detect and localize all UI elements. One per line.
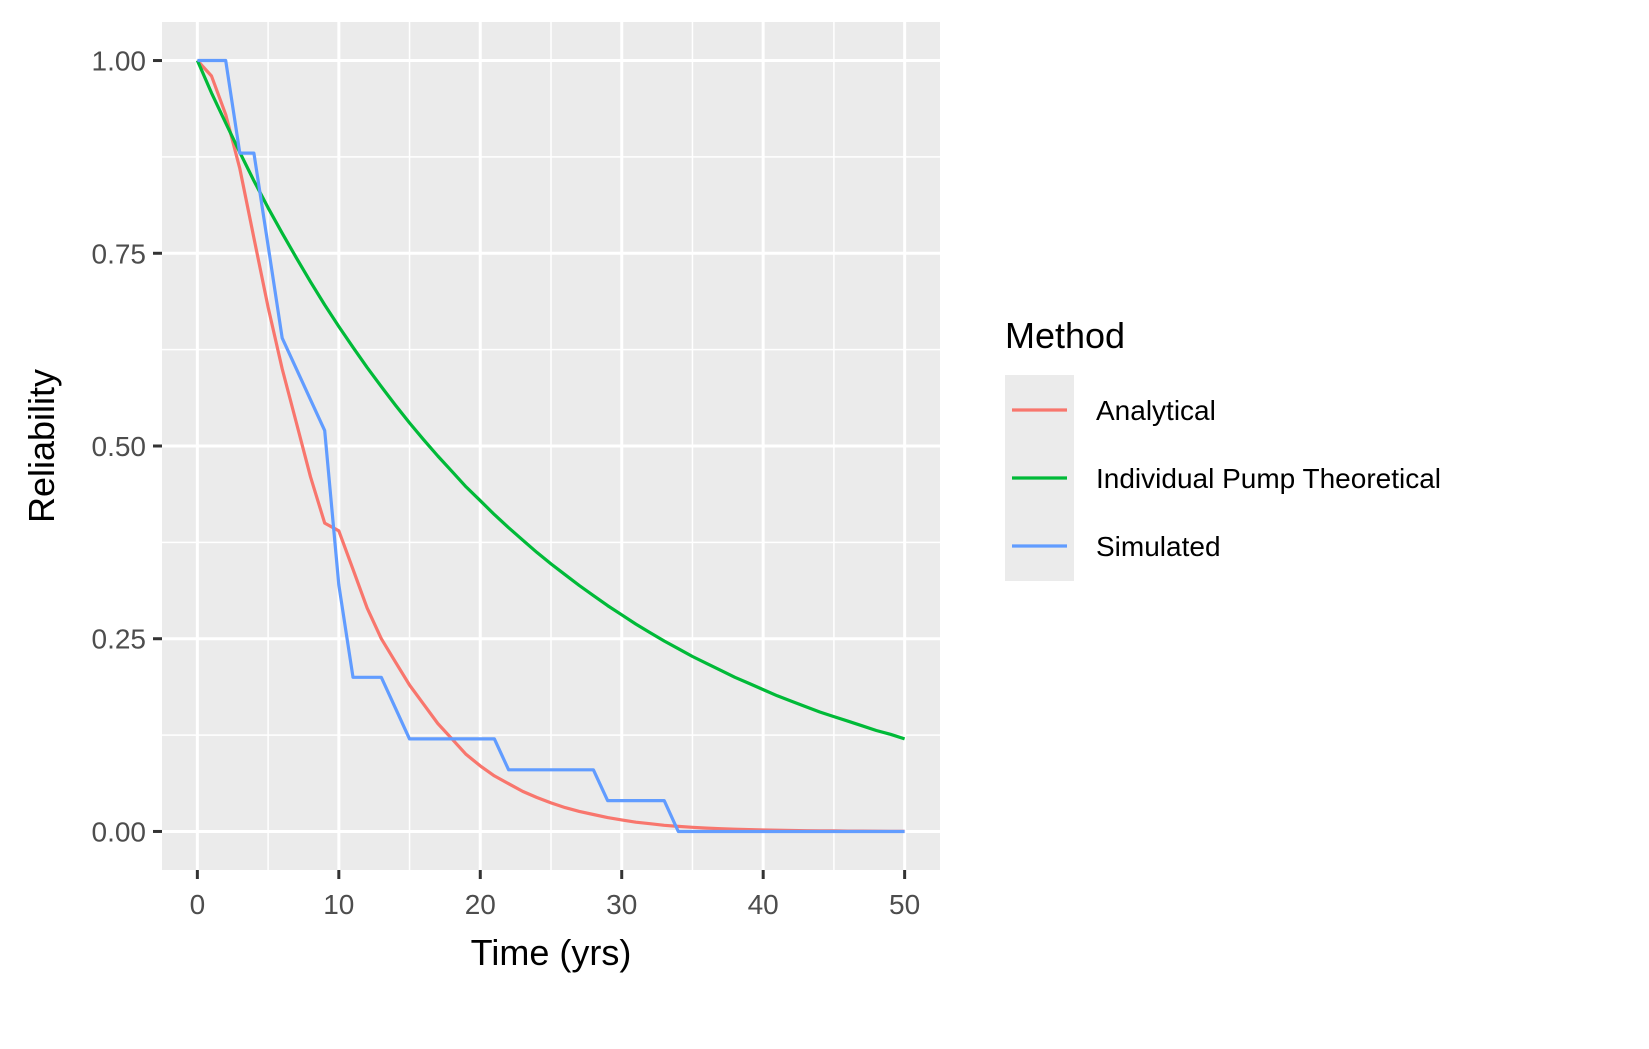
legend-label-analytical: Analytical [1096,395,1216,426]
legend-title: Method [1005,315,1125,356]
series-line-individual-pump-theoretical [195,59,906,741]
y-tick-label: 0.25 [92,624,147,655]
y-tick-label: 0.50 [92,431,147,462]
legend-label-simulated: Simulated [1096,531,1221,562]
legend-label-individual-pump-theoretical: Individual Pump Theoretical [1096,463,1441,494]
axis-ticks [153,59,907,879]
y-tick-label: 1.00 [92,46,147,77]
tick-labels: 0 10 20 30 40 50 0.00 0.25 0.50 0.75 1.00 [92,46,921,920]
major-gridlines [162,22,940,870]
x-tick-label: 0 [190,889,206,920]
x-tick-label: 50 [889,889,920,920]
y-tick-label: 0.00 [92,816,147,847]
x-tick-label: 30 [606,889,637,920]
legend: Method Analytical Individual Pump Theoret… [1005,315,1441,581]
series-lines [195,58,906,834]
y-tick-label: 0.75 [92,238,147,269]
x-tick-label: 40 [748,889,779,920]
series-line-simulated [197,58,905,834]
x-tick-label: 10 [323,889,354,920]
x-tick-label: 20 [465,889,496,920]
y-axis-title: Reliability [21,369,62,523]
legend-items: Analytical Individual Pump Theoretical Sim… [1012,395,1441,562]
x-axis-title: Time (yrs) [471,932,632,973]
